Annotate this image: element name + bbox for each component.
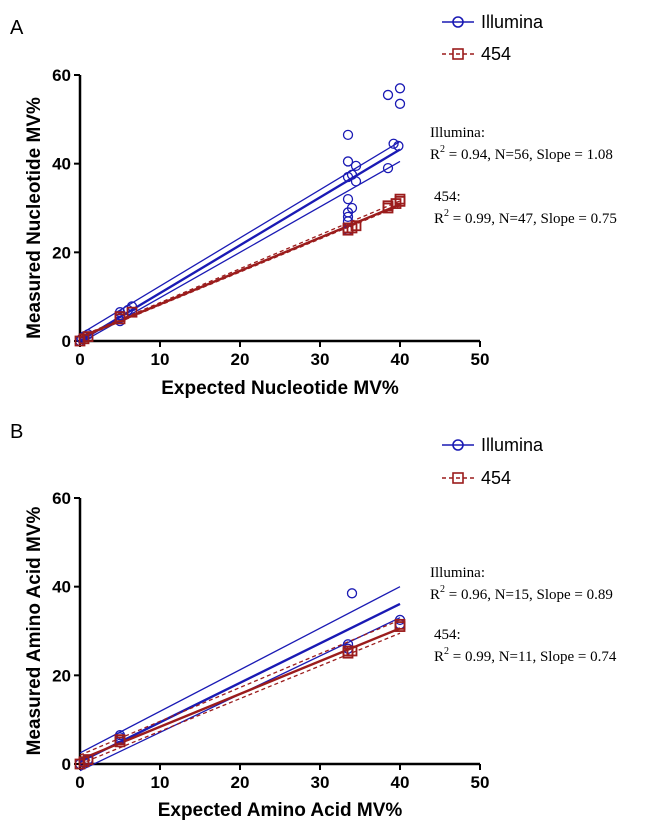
x-tick-label: 50	[471, 350, 490, 369]
data-point-illumina	[342, 129, 354, 141]
y-tick-label: 40	[52, 155, 71, 174]
x-tick-label: 50	[471, 773, 490, 792]
y-tick-label: 60	[52, 489, 71, 508]
x-tick-label: 0	[75, 773, 84, 792]
data-point-illumina	[393, 140, 404, 152]
data-point-454	[394, 618, 406, 630]
x-tick-label: 10	[151, 773, 170, 792]
panel-b: B 0 10 20 30 40 50 0 20 40 60 Expected Amino Acid…	[10, 421, 617, 820]
x-tick-label: 40	[391, 773, 410, 792]
legend-454-label: 454	[481, 44, 511, 64]
x-tick-label: 20	[231, 350, 250, 369]
ci-line-illumina	[79, 586, 401, 754]
data-point-illumina	[350, 176, 362, 187]
annot-illumina-title: Illumina:	[430, 125, 485, 141]
data-point-illumina	[342, 193, 354, 205]
annot-illumina-stats: R2 = 0.96, N=15, Slope = 0.89	[430, 584, 613, 603]
data-point-illumina	[394, 83, 406, 94]
annot-454-stats: R2 = 0.99, N=47, Slope = 0.75	[434, 208, 617, 227]
data-point-illumina	[350, 160, 362, 172]
data-point-illumina	[342, 156, 354, 167]
data-point-illumina	[342, 211, 354, 223]
x-tick-label: 30	[311, 773, 330, 792]
y-tick-label: 0	[62, 332, 71, 351]
x-tick-label: 20	[231, 773, 250, 792]
panel-a-legend: Illumina 454	[442, 12, 544, 64]
panel-b-plot: 0 10 20 30 40 50 0 20 40 60	[52, 489, 489, 792]
legend-454-marker	[452, 472, 464, 484]
data-point-454	[114, 311, 126, 323]
data-point-illumina	[382, 89, 394, 101]
legend-454-marker	[452, 48, 464, 60]
legend-illumina-marker	[452, 16, 464, 28]
y-tick-label: 20	[52, 666, 71, 685]
fit-line-illumina	[79, 602, 401, 763]
y-tick-label: 60	[52, 66, 71, 85]
data-point-454	[382, 200, 394, 212]
data-point-454	[126, 306, 138, 318]
panel-a-letter: A	[10, 17, 24, 39]
panel-b-y-axis-title: Measured Amino Acid MV%	[24, 507, 45, 756]
y-tick-label: 0	[62, 755, 71, 774]
x-tick-label: 40	[391, 350, 410, 369]
ci-line-454	[79, 619, 401, 756]
legend-454-label: 454	[481, 468, 511, 488]
data-point-illumina	[346, 202, 358, 214]
panel-a-plot: 0 10 20 30 40 50 0 20 40 60	[52, 66, 489, 369]
legend-illumina-label: Illumina	[481, 435, 544, 455]
legend-illumina-label: Illumina	[481, 12, 544, 32]
x-tick-label: 10	[151, 350, 170, 369]
data-point-454	[346, 645, 358, 657]
annot-illumina-stats: R2 = 0.94, N=56, Slope = 1.08	[430, 144, 613, 163]
data-point-illumina	[126, 301, 138, 312]
annot-illumina-title: Illumina:	[430, 565, 485, 581]
panel-b-legend: Illumina 454	[442, 435, 544, 488]
annot-454-stats: R2 = 0.99, N=11, Slope = 0.74	[434, 646, 617, 665]
annot-454-title: 454:	[434, 627, 461, 643]
annot-454-title: 454:	[434, 189, 461, 205]
x-tick-label: 30	[311, 350, 330, 369]
data-point-454	[114, 734, 126, 746]
data-point-454	[350, 220, 362, 232]
data-point-454	[82, 754, 94, 765]
x-tick-label: 0	[75, 350, 84, 369]
panel-a-x-axis-title: Expected Nucleotide MV%	[161, 378, 399, 399]
y-tick-label: 40	[52, 578, 71, 597]
panel-a: A 0 10 20 30 40 50 0 20 40 60 Expected Nucleotide…	[10, 12, 617, 399]
y-tick-label: 20	[52, 243, 71, 262]
data-point-illumina	[346, 588, 358, 599]
data-point-illumina	[382, 162, 394, 174]
panel-b-letter: B	[10, 421, 23, 443]
panel-b-x-axis-title: Expected Amino Acid MV%	[158, 800, 403, 820]
data-point-illumina	[394, 98, 406, 109]
panel-a-y-axis-title: Measured Nucleotide MV%	[24, 97, 45, 339]
data-point-454	[82, 331, 94, 342]
panel-b-annotations: Illumina: R2 = 0.96, N=15, Slope = 0.89 …	[430, 565, 617, 665]
data-point-454	[394, 193, 406, 205]
data-point-illumina	[388, 138, 399, 149]
ci-line-illumina	[79, 160, 401, 344]
panel-a-annotations: Illumina: R2 = 0.94, N=56, Slope = 1.08 …	[430, 125, 617, 227]
legend-illumina-marker	[452, 439, 464, 451]
